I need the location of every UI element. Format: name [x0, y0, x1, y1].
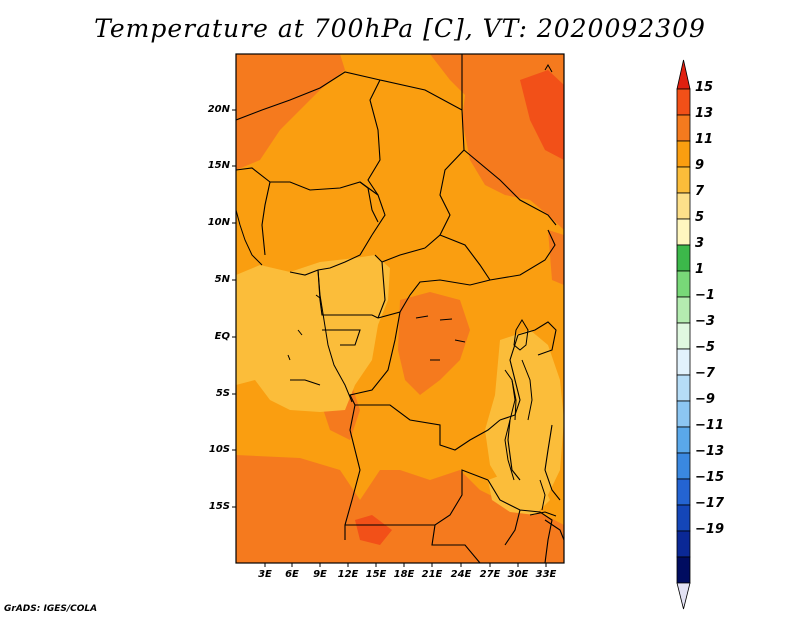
lat-label-15n: 15N	[207, 160, 230, 171]
field-7-9-east	[485, 330, 564, 500]
colorbar-swatch	[676, 270, 691, 298]
colorbar-swatch	[676, 140, 691, 168]
lat-label-10n: 10N	[207, 217, 230, 228]
colorbar-label: 5	[695, 210, 705, 225]
colorbar-swatch	[676, 452, 691, 480]
lon-label-6e: 6E	[285, 569, 299, 580]
colorbar-label: −19	[695, 522, 724, 537]
colorbar-label: −7	[695, 366, 715, 381]
colorbar-swatch	[676, 582, 691, 610]
colorbar-swatch	[676, 296, 691, 324]
colorbar-swatch	[676, 59, 691, 90]
colorbar-label: 9	[695, 158, 705, 173]
lat-label-20n: 20N	[207, 104, 230, 115]
colorbar-label: 7	[695, 184, 705, 199]
country-borders	[236, 54, 564, 563]
colorbar-swatch	[676, 192, 691, 220]
colorbar-swatch	[676, 504, 691, 532]
grads-credit: GrADS: IGES/COLA	[4, 604, 98, 614]
colorbar-label: −9	[695, 392, 715, 407]
colorbar-swatch	[676, 322, 691, 350]
lon-label-15e: 15E	[365, 569, 387, 580]
lon-label-9e: 9E	[313, 569, 327, 580]
colorbar-swatch	[676, 426, 691, 454]
colorbar-label: −3	[695, 314, 715, 329]
colorbar-swatch	[676, 400, 691, 428]
lon-ticks	[264, 563, 547, 567]
colorbar-label: −1	[695, 288, 715, 303]
colorbar-swatch	[676, 374, 691, 402]
colorbar-swatch	[676, 348, 691, 376]
lon-label-12e: 12E	[337, 569, 359, 580]
lon-label-21e: 21E	[421, 569, 443, 580]
colorbar-label: 15	[695, 80, 714, 95]
lon-label-18e: 18E	[393, 569, 415, 580]
field-7-9-southeast	[488, 470, 550, 515]
colorbar-swatch	[676, 218, 691, 246]
field-13-15-south	[355, 515, 392, 545]
colorbar-label: −11	[695, 418, 724, 433]
field-11-13-south	[236, 455, 564, 563]
colorbar-label: −17	[695, 496, 724, 511]
colorbar-label: −15	[695, 470, 724, 485]
colorbar-swatch	[676, 530, 691, 558]
lon-label-27e: 27E	[479, 569, 501, 580]
temperature-field	[236, 54, 564, 563]
lat-label-5n: 5N	[214, 274, 230, 285]
colorbar-label: 1	[695, 262, 705, 277]
map-frame	[235, 53, 565, 564]
coastline	[236, 64, 557, 517]
colorbar-label: 11	[695, 132, 714, 147]
field-13-15-northeast	[520, 70, 564, 160]
lat-label-15s: 15S	[208, 501, 230, 512]
field-11-13-north	[236, 54, 345, 170]
colorbar	[676, 59, 691, 610]
lat-label-eq: EQ	[214, 331, 230, 342]
colorbar-label: 13	[695, 106, 714, 121]
field-11-13-east-strip	[548, 230, 564, 285]
colorbar-swatch	[676, 114, 691, 142]
lat-label-10s: 10S	[208, 444, 230, 455]
lon-label-24e: 24E	[450, 569, 472, 580]
colorbar-label: −13	[695, 444, 724, 459]
colorbar-swatch	[676, 556, 691, 584]
lon-label-3e: 3E	[258, 569, 272, 580]
colorbar-swatch	[676, 478, 691, 506]
lat-ticks	[232, 109, 236, 508]
map-title: Temperature at 700hPa [C], VT: 202009230…	[94, 14, 706, 43]
colorbar-swatch	[676, 88, 691, 116]
colorbar-label: 3	[695, 236, 705, 251]
field-7-9-gulf	[236, 255, 390, 412]
lon-label-30e: 30E	[507, 569, 529, 580]
colorbar-label: −5	[695, 340, 715, 355]
colorbar-swatch	[676, 244, 691, 272]
lat-label-5s: 5S	[215, 388, 230, 399]
colorbar-swatch	[676, 166, 691, 194]
lon-label-33e: 33E	[535, 569, 557, 580]
